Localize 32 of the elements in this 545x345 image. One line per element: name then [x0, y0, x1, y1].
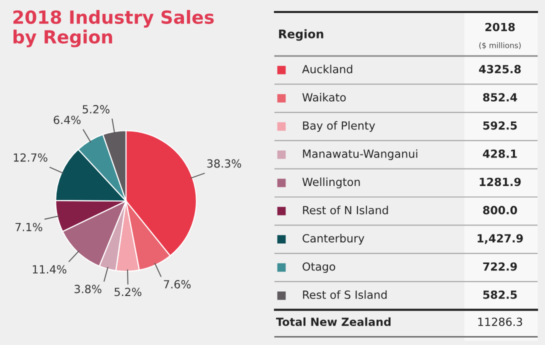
data-label: 7.1%	[16, 222, 42, 232]
text: 1,427.9	[478, 234, 523, 244]
text: 852.4	[483, 93, 518, 102]
data-label: 3.8%	[74, 284, 102, 294]
chart-title: 2018 Industry Sales by Region	[13, 10, 214, 48]
text: 428.1	[482, 150, 517, 158]
data-label: 7.6%	[164, 280, 191, 288]
text: Total New Zealand	[276, 317, 391, 326]
legend-label: Auckland	[302, 64, 352, 74]
legend-label: Otago	[302, 262, 336, 273]
text: 722.9	[483, 262, 517, 271]
legend-label: Rest of N Island	[303, 206, 388, 214]
data-label: 5.2%	[82, 105, 110, 114]
text: 2018	[485, 22, 515, 32]
legend-label: Manawatu-Wanganui	[303, 149, 418, 160]
legend-label: Wellington	[302, 178, 360, 188]
text: 4325.8	[479, 64, 521, 74]
text: 800.0	[483, 206, 518, 214]
legend-label: Canterbury	[302, 234, 364, 245]
legend-label: Rest of S Island	[303, 290, 387, 299]
data-label: 12.7%	[14, 153, 48, 162]
data-label: 38.3%	[207, 159, 242, 168]
text: 11286.3	[478, 318, 522, 326]
text: 1281.9	[480, 178, 521, 186]
legend-label: Bay of Plenty	[303, 121, 376, 132]
legend-label: Waikato	[302, 92, 346, 102]
data-label: 11.4%	[32, 265, 66, 274]
text: 592.5	[483, 121, 517, 130]
data-label: 5.2%	[114, 288, 142, 296]
data-label: 6.4%	[54, 116, 81, 124]
text: 582.5	[483, 290, 517, 299]
legend-title: Region	[279, 29, 324, 41]
